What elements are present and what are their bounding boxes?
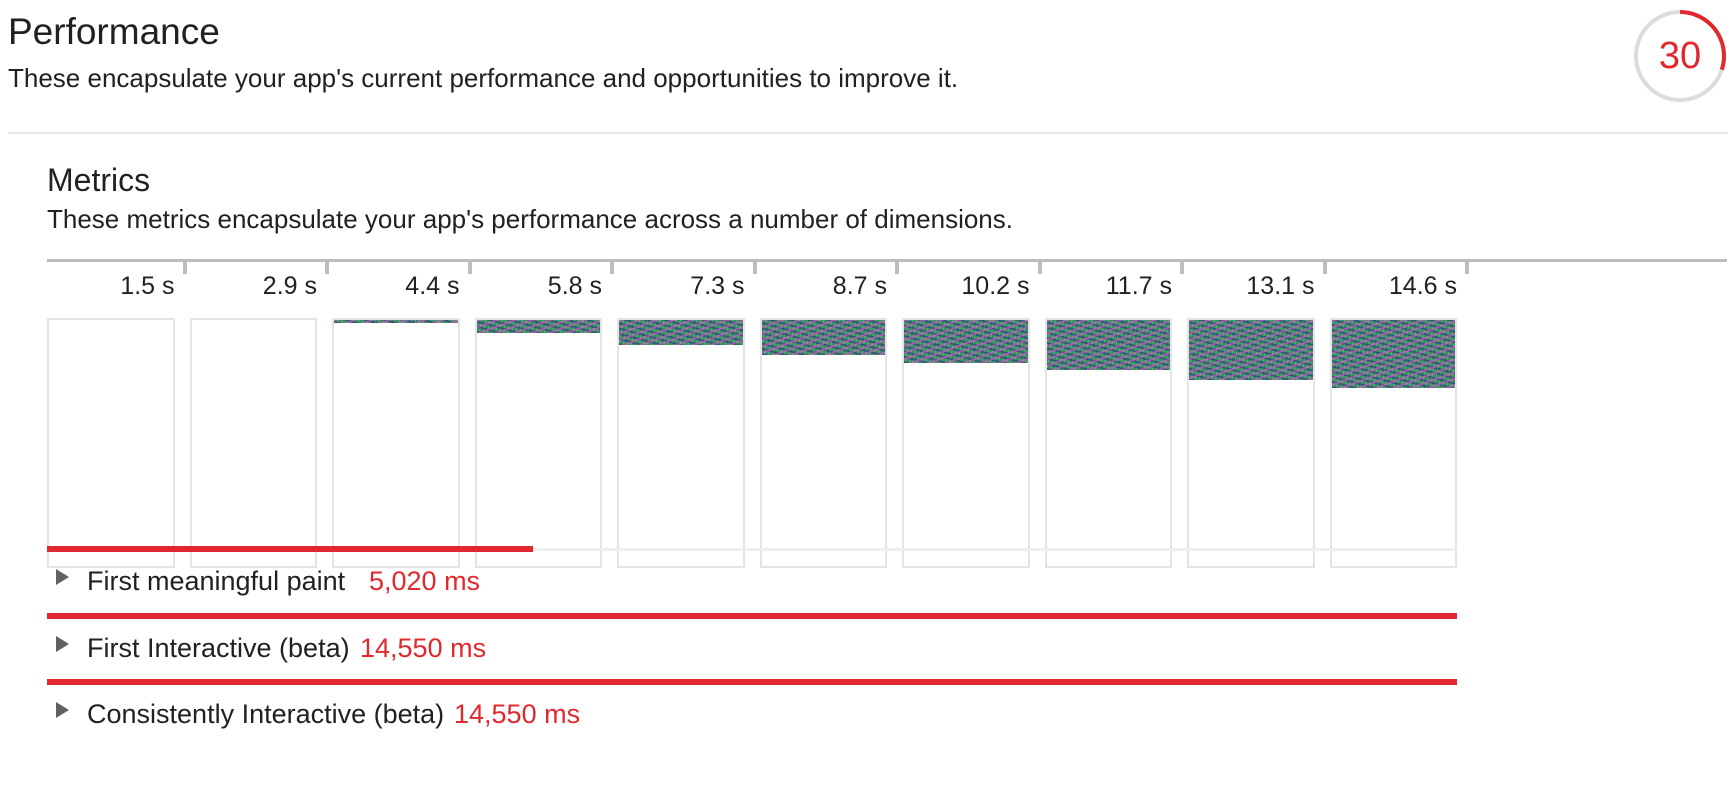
filmstrip-frame: 8.7 s (759, 262, 899, 722)
filmstrip-frame-painted-content (334, 320, 458, 323)
filmstrip-frame-time: 10.2 s (961, 272, 1030, 300)
filmstrip-tick (1037, 262, 1042, 274)
score-gauge-arc (1634, 10, 1726, 102)
filmstrip-frame-time: 1.5 s (120, 272, 175, 300)
metric-label: Consistently Interactive (beta) (87, 699, 445, 729)
metric-bar-fill (47, 546, 533, 552)
filmstrip-tick (182, 262, 187, 274)
filmstrip-frame-painted-content (904, 320, 1028, 363)
filmstrip-tick (1322, 262, 1327, 274)
filmstrip-frame: 5.8 s (474, 262, 614, 722)
caret-right-icon (56, 702, 69, 718)
filmstrip-frame-painted-content (619, 320, 743, 345)
metric-label: First Interactive (beta) (87, 633, 350, 663)
metric-bar-fill (47, 613, 1457, 619)
metric-value: 5,020 ms (369, 566, 481, 596)
filmstrip-frame-time: 13.1 s (1246, 272, 1315, 300)
performance-score-value: 30 (1658, 35, 1702, 77)
filmstrip-frame: 10.2 s (902, 262, 1042, 722)
metric-expand-toggle[interactable] (53, 564, 75, 590)
filmstrip-frame-time: 4.4 s (405, 272, 460, 300)
filmstrip-tick (752, 262, 757, 274)
performance-score-gauge: 30 (1628, 4, 1732, 108)
filmstrip-frame-thumbnail (189, 318, 317, 568)
filmstrip-frame-painted-content (1189, 320, 1313, 380)
metric-value: 14,550 ms (454, 699, 581, 729)
filmstrip-tick (1180, 262, 1184, 274)
filmstrip-frame-painted-content (1046, 320, 1170, 370)
filmstrip-tick (610, 262, 614, 274)
filmstrip-frame-thumbnail (1329, 318, 1457, 568)
caret-right-icon (56, 636, 69, 652)
filmstrip-frame-thumbnail (47, 318, 175, 568)
metric-row[interactable]: First Interactive (beta) 14,550 ms (47, 613, 1457, 685)
filmstrip-frame-painted-content (476, 320, 600, 333)
metric-expand-toggle[interactable] (53, 631, 75, 657)
metrics-description: These metrics encapsulate your app's per… (47, 204, 1013, 234)
metric-row[interactable]: First meaningful paint 5,020 ms (47, 546, 1457, 618)
filmstrip-frame-painted-content (761, 320, 885, 355)
filmstrip-frame-thumbnail (902, 318, 1030, 568)
filmstrip-frame: 4.4 s (332, 262, 472, 722)
metric-bar-track (47, 548, 1457, 551)
filmstrip-tick (325, 262, 329, 274)
filmstrip-frame-thumbnail (617, 318, 745, 568)
filmstrip-frame-time: 8.7 s (832, 272, 887, 300)
filmstrip-tick (467, 262, 472, 274)
performance-header: Performance These encapsulate your app's… (8, 0, 1728, 134)
caret-right-icon (56, 569, 69, 585)
filmstrip-frame: 11.7 s (1044, 262, 1184, 722)
filmstrip-frame-time: 14.6 s (1388, 272, 1457, 300)
filmstrip-axis-line (47, 259, 1727, 262)
performance-description: These encapsulate your app's current per… (8, 63, 959, 93)
filmstrip-frame-time: 2.9 s (262, 272, 317, 300)
metric-bar-fill (47, 679, 1457, 685)
filmstrip: 1.5 s 2.9 s 4.4 s 5.8 s 7.3 s 8.7 s 10.2 s 11.7… (47, 262, 1627, 722)
filmstrip-frame-thumbnail (474, 318, 602, 568)
filmstrip-frame: 2.9 s (189, 262, 329, 722)
filmstrip-frame: 7.3 s (617, 262, 757, 722)
performance-title: Performance (8, 11, 220, 52)
filmstrip-tick (1465, 262, 1469, 274)
filmstrip-frame: 13.1 s (1187, 262, 1327, 722)
filmstrip-frame: 1.5 s (47, 262, 187, 722)
filmstrip-frame-time: 7.3 s (690, 272, 745, 300)
metrics-section: Metrics These metrics encapsulate your a… (47, 150, 1727, 803)
filmstrip-frame-thumbnail (1044, 318, 1172, 568)
score-gauge-ring (1634, 10, 1726, 102)
metric-label: First meaningful paint (87, 566, 346, 596)
filmstrip-frame-thumbnail (332, 318, 460, 568)
filmstrip-frame-thumbnail (759, 318, 887, 568)
metric-expand-toggle[interactable] (53, 697, 75, 723)
metric-row[interactable]: Consistently Interactive (beta) 14,550 ms (47, 679, 1457, 751)
filmstrip-frame: 14.6 s (1329, 262, 1469, 722)
metric-value: 14,550 ms (360, 633, 487, 663)
filmstrip-frame-painted-content (1331, 320, 1455, 388)
filmstrip-frame-time: 11.7 s (1105, 272, 1172, 300)
filmstrip-frame-time: 5.8 s (547, 272, 602, 300)
metrics-title: Metrics (47, 162, 151, 198)
filmstrip-tick (895, 262, 899, 274)
filmstrip-frame-thumbnail (1187, 318, 1315, 568)
